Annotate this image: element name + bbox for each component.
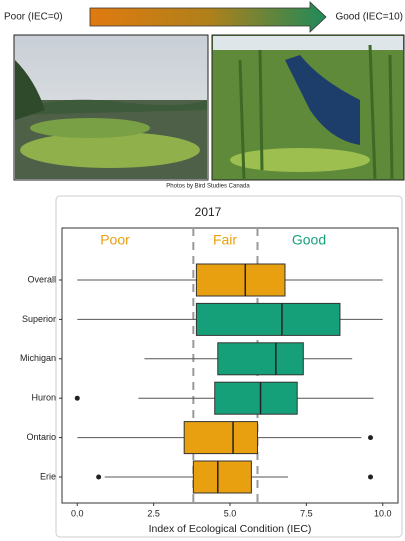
photo-credit: Photos by Bird Studies Canada bbox=[166, 184, 250, 190]
scale-right-label: Good (IEC=10) bbox=[335, 12, 403, 23]
x-tick-label: 5.0 bbox=[224, 508, 237, 518]
scale-arrow bbox=[89, 1, 327, 33]
photo-left bbox=[13, 34, 209, 181]
y-tick-label: Superior bbox=[22, 314, 56, 324]
x-axis-title: Index of Ecological Condition (IEC) bbox=[149, 523, 312, 535]
y-tick-label: Michigan bbox=[20, 353, 56, 363]
box bbox=[195, 263, 286, 297]
box bbox=[192, 460, 252, 494]
outlier bbox=[74, 395, 80, 401]
box bbox=[195, 302, 341, 336]
box bbox=[217, 342, 304, 376]
outlier bbox=[96, 474, 102, 480]
chart-title: 2017 bbox=[195, 205, 222, 219]
y-tick-label: Overall bbox=[27, 274, 56, 284]
x-tick-label: 10.0 bbox=[374, 508, 392, 518]
outlier bbox=[368, 474, 374, 480]
x-tick-label: 2.5 bbox=[147, 508, 160, 518]
zone-label: Poor bbox=[100, 232, 130, 248]
y-tick-label: Ontario bbox=[26, 432, 56, 442]
photo-right bbox=[211, 34, 405, 181]
y-tick-label: Erie bbox=[40, 471, 56, 481]
zone-label: Good bbox=[292, 232, 326, 248]
x-tick-label: 0.0 bbox=[71, 508, 84, 518]
box bbox=[183, 421, 258, 455]
outlier bbox=[368, 435, 374, 441]
y-tick-label: Huron bbox=[31, 393, 56, 403]
box bbox=[214, 381, 298, 415]
zone-label: Fair bbox=[213, 232, 237, 248]
x-tick-label: 7.5 bbox=[300, 508, 313, 518]
scale-left-label: Poor (IEC=0) bbox=[4, 12, 63, 23]
